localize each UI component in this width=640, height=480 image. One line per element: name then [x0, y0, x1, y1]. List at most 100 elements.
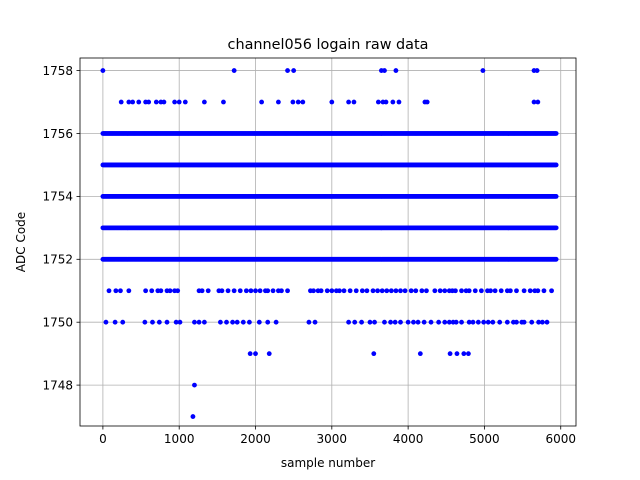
x-tick-label: 2000 [240, 432, 271, 446]
data-point [291, 68, 297, 73]
data-point [498, 288, 504, 294]
data-point [231, 68, 237, 73]
data-point [143, 288, 149, 294]
data-point [352, 319, 358, 325]
plot-frame [79, 57, 577, 427]
data-point [130, 99, 136, 105]
data-point [167, 288, 173, 294]
data-point [375, 99, 381, 105]
data-point [459, 288, 464, 294]
data-point [408, 288, 414, 294]
data-point [428, 319, 434, 325]
data-point [454, 351, 460, 357]
data-point [113, 288, 119, 294]
data-point [521, 319, 527, 325]
data-point [266, 351, 272, 357]
data-point [318, 288, 324, 294]
data-point [247, 319, 252, 325]
y-tick-label: 1750 [42, 316, 73, 330]
data-point [290, 99, 296, 105]
y-tick-label: 1754 [42, 190, 73, 204]
data-point [177, 319, 183, 325]
data-point [259, 99, 265, 105]
chart-title: channel056 logain raw data [228, 37, 429, 53]
data-point [413, 288, 419, 294]
data-point [118, 288, 123, 294]
data-point [442, 319, 448, 325]
data-point [230, 319, 236, 325]
data-point [231, 288, 237, 294]
data-point [466, 351, 471, 357]
data-points [100, 68, 559, 419]
data-point [247, 351, 253, 357]
y-tick-label: 1752 [42, 253, 73, 267]
data-point [295, 99, 301, 105]
data-point [103, 319, 109, 325]
data-point [237, 288, 243, 294]
data-point [126, 99, 132, 105]
data-point [424, 99, 430, 105]
data-point [158, 288, 164, 294]
data-point [553, 131, 559, 136]
data-point [329, 288, 335, 294]
data-point [199, 288, 205, 294]
x-tick-label: 4000 [393, 432, 424, 446]
data-point [535, 99, 541, 105]
y-tick-label: 1758 [42, 64, 73, 78]
x-axis-label: sample number [281, 456, 375, 470]
data-point [190, 414, 196, 419]
data-point [371, 351, 377, 357]
data-point [248, 288, 254, 294]
data-point [393, 68, 399, 73]
data-point [453, 288, 458, 294]
data-point [118, 99, 124, 105]
data-point [153, 99, 159, 105]
data-point [201, 319, 207, 325]
data-point [106, 288, 112, 294]
data-point [273, 319, 279, 325]
data-point [436, 319, 442, 325]
data-point [504, 319, 510, 325]
y-axis-label: ADC Code [14, 212, 28, 272]
data-point [388, 319, 393, 325]
data-point [453, 319, 459, 325]
data-point [384, 288, 390, 294]
data-point [329, 99, 335, 105]
data-point [419, 288, 425, 294]
data-point [142, 319, 148, 325]
data-point [359, 288, 365, 294]
data-point [398, 319, 403, 325]
data-point [201, 99, 207, 105]
data-point [156, 319, 162, 325]
data-point [466, 319, 472, 325]
data-point [218, 319, 223, 325]
data-point [442, 288, 448, 294]
data-point [470, 319, 476, 325]
data-point [173, 319, 179, 325]
data-point [337, 288, 342, 294]
data-point [150, 319, 155, 325]
data-point [446, 319, 452, 325]
data-point [390, 99, 396, 105]
data-point [221, 99, 226, 105]
data-point [370, 288, 376, 294]
data-point [375, 288, 380, 294]
data-point [306, 319, 312, 325]
data-point [553, 193, 559, 199]
data-point [398, 288, 403, 294]
data-point [347, 288, 353, 294]
data-point [219, 288, 225, 294]
data-point [527, 288, 533, 294]
data-point [529, 319, 535, 325]
data-point [447, 351, 453, 357]
data-point [176, 99, 182, 105]
data-point [396, 99, 402, 105]
data-point [485, 319, 491, 325]
data-point [507, 288, 513, 294]
data-point [192, 382, 197, 388]
data-point [324, 288, 330, 294]
data-point [364, 288, 370, 294]
y-tick-label: 1748 [42, 378, 73, 392]
x-tick-label: 3000 [317, 432, 348, 446]
data-point [367, 319, 373, 325]
